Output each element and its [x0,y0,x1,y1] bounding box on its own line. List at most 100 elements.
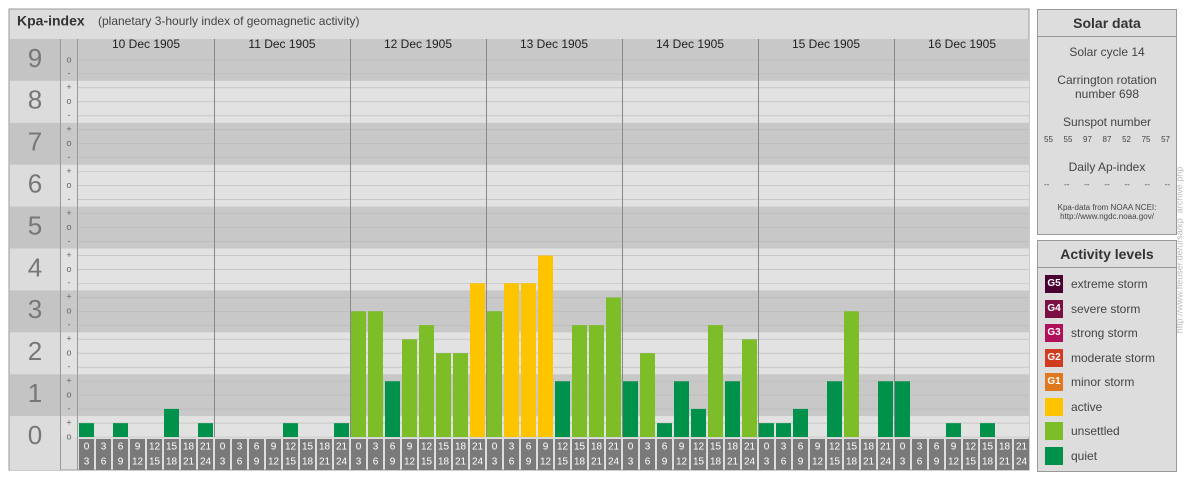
label-band [10,248,60,291]
sunspot-value: 55 [1063,135,1073,144]
time-cell [1014,439,1029,470]
time-start: 3 [781,442,787,453]
sunspot-value: 55 [1044,135,1053,144]
sunspot-value: 87 [1102,135,1112,144]
bar [895,381,910,437]
time-end: 12 [540,457,552,468]
time-cell [249,439,264,470]
time-start: 15 [302,442,314,453]
bar [776,423,791,437]
carrington: Carrington rotation number 698 [1057,73,1157,101]
time-end: 9 [254,457,260,468]
time-end: 15 [829,457,841,468]
time-start: 6 [798,442,804,453]
minor-tick-label: - [68,320,71,330]
time-end: 24 [880,457,892,468]
minor-tick-label: + [66,166,71,176]
time-start: 0 [356,442,362,453]
time-start: 0 [900,442,906,453]
time-start: 3 [645,442,651,453]
time-start: 3 [237,442,243,453]
time-start: 12 [965,442,977,453]
ap-value: -- [1064,180,1070,189]
time-start: 21 [472,442,484,453]
time-cell [691,439,706,470]
bar [623,381,638,437]
label-band [10,290,60,333]
time-start: 15 [574,442,586,453]
time-end: 18 [982,457,994,468]
minor-tick-label: + [66,250,71,260]
time-cell [827,439,842,470]
minor-tick-label: o [66,431,71,441]
sunspot-value: 97 [1083,135,1092,144]
time-cell [929,439,944,470]
label-band [10,80,60,123]
time-start: 18 [591,442,603,453]
time-cell [470,439,485,470]
solar-title: Solar data [1038,10,1176,37]
time-start: 21 [336,442,348,453]
time-cell [164,439,179,470]
level-badge: G1 [1045,373,1063,392]
time-cell [810,439,825,470]
time-start: 9 [271,442,277,453]
time-cell [130,439,145,470]
time-start: 0 [764,442,770,453]
time-cell [572,439,587,470]
level-badge: G4 [1045,299,1063,318]
time-start: 0 [628,442,634,453]
time-start: 18 [183,442,195,453]
minor-tick-label: o [66,138,71,148]
minor-tick-label: + [66,292,71,302]
time-end: 15 [965,457,977,468]
time-end: 12 [948,457,960,468]
time-start: 12 [693,442,705,453]
time-start: 6 [118,442,124,453]
minor-tick-label: - [68,152,71,162]
minor-tick-label: o [66,54,71,64]
time-cell [589,439,604,470]
bar [674,381,689,437]
time-end: 18 [574,457,586,468]
time-cell [96,439,111,470]
time-cell [861,439,876,470]
minor-tick-label: - [68,68,71,78]
time-start: 21 [880,442,892,453]
y-tick-label: 5 [28,210,42,240]
y-tick-label: 6 [28,168,42,198]
time-cell [419,439,434,470]
time-end: 3 [356,457,362,468]
time-start: 21 [744,442,756,453]
day-label: 13 Dec 1905 [520,37,588,51]
time-start: 15 [166,442,178,453]
time-cell [674,439,689,470]
y-tick-label: 0 [28,420,42,450]
label-band [10,122,60,165]
time-cell [147,439,162,470]
time-end: 9 [934,457,940,468]
bar [572,325,587,437]
time-start: 3 [917,442,923,453]
sunspots: 55 55 97 87 52 75 57 [1038,135,1176,144]
bar [351,311,366,437]
time-cell [946,439,961,470]
time-cell [623,439,638,470]
time-start: 12 [285,442,297,453]
label-band [10,38,60,81]
y-tick-label: 2 [28,336,42,366]
time-cell [555,439,570,470]
label-band [10,374,60,417]
level-item: active [1038,395,1176,420]
minor-tick-label: + [66,82,71,92]
time-cell [351,439,366,470]
time-end: 21 [591,457,603,468]
time-start: 9 [543,442,549,453]
bar [708,325,723,437]
minor-tick-label: o [66,264,71,274]
sunspot-value: 75 [1141,135,1151,144]
level-item: G1 minor storm [1038,370,1176,395]
bar [555,381,570,437]
